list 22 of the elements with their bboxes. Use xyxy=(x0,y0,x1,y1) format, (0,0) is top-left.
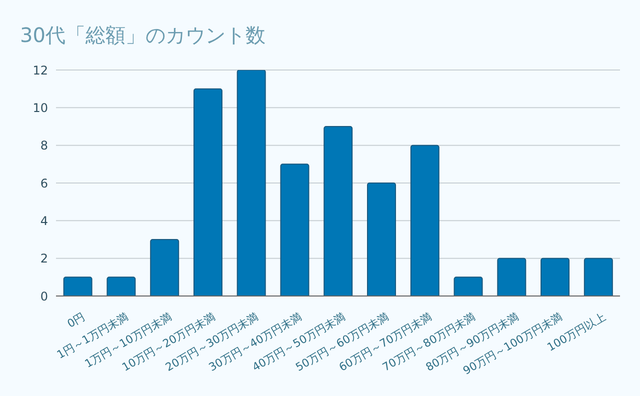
y-tick-label: 0 xyxy=(40,289,48,304)
y-tick-label: 2 xyxy=(40,252,48,266)
bar xyxy=(106,276,136,296)
bar xyxy=(540,258,570,296)
bar xyxy=(150,239,180,296)
bar xyxy=(410,144,440,296)
bar xyxy=(193,88,222,296)
bar xyxy=(367,182,396,296)
y-tick-label: 12 xyxy=(32,63,48,78)
bar xyxy=(236,70,266,296)
bar xyxy=(63,276,92,296)
y-tick-label: 6 xyxy=(40,176,48,190)
bar xyxy=(584,258,613,296)
bar xyxy=(280,164,310,296)
chart-title: 30代「総額」のカウント数 xyxy=(20,22,266,49)
bar xyxy=(454,276,483,296)
bar xyxy=(497,258,526,296)
y-tick-label: 10 xyxy=(32,100,48,115)
y-tick-label: 4 xyxy=(40,214,48,228)
x-tick-label: 0円 xyxy=(65,310,88,331)
bar xyxy=(324,126,353,296)
y-tick-label: 8 xyxy=(40,138,48,153)
